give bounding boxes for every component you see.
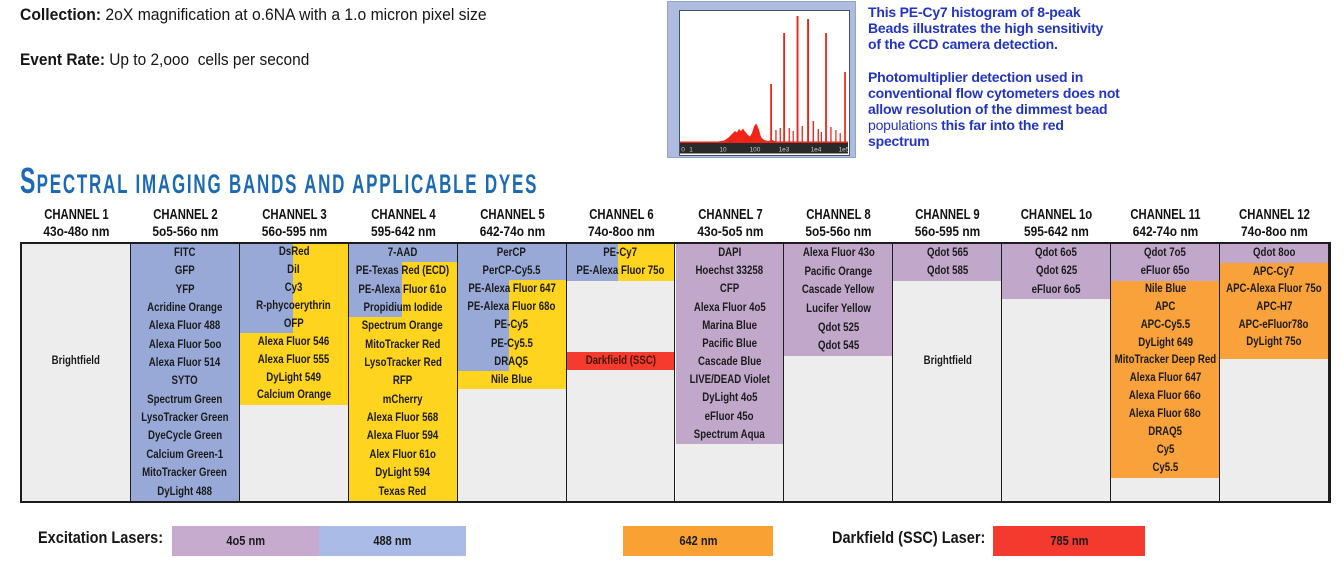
svg-text:1e5: 1e5: [839, 147, 848, 154]
svg-text:1e4: 1e4: [811, 147, 822, 154]
svg-text:100: 100: [750, 147, 761, 154]
svg-text:1: 1: [689, 147, 693, 154]
svg-text:1e3: 1e3: [779, 147, 790, 154]
svg-text:0: 0: [681, 147, 685, 154]
svg-text:10: 10: [719, 147, 727, 154]
